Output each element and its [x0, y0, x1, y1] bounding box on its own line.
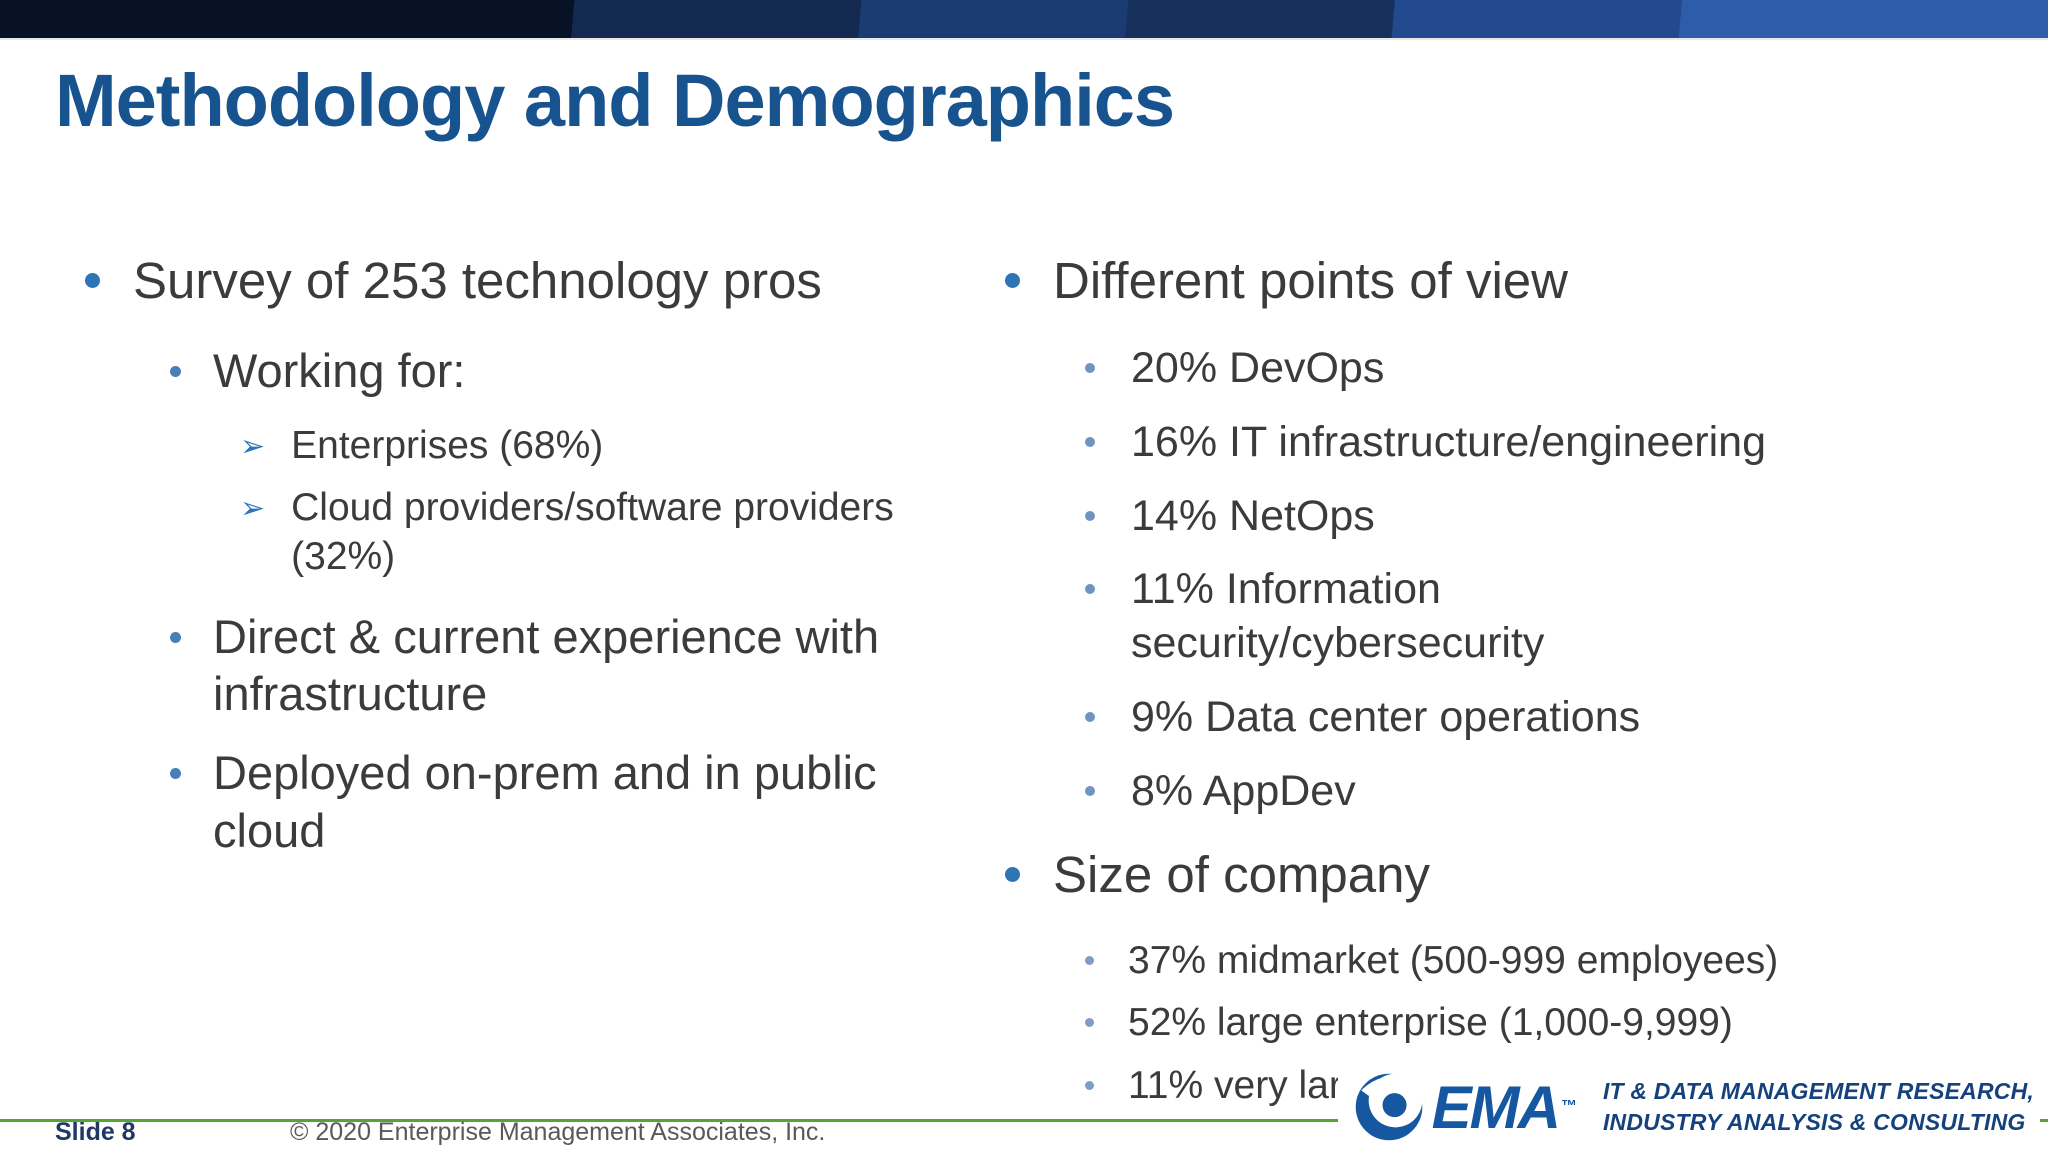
arrow-bullet-icon: ➢: [240, 492, 266, 526]
list-item: 16% IT infrastructure/engineering: [1085, 416, 2005, 470]
list-item-text: Enterprises (68%): [291, 423, 604, 467]
list-item-text: 37% midmarket (500-999 employees): [1128, 938, 1779, 982]
list-item-text: Direct & current experience with infrast…: [213, 609, 880, 721]
list-item-text: Deployed on-prem and in public cloud: [213, 746, 877, 857]
list-item-text: 20% DevOps: [1131, 344, 1385, 393]
slide-number: Slide 8: [55, 1118, 136, 1146]
list-item-text: Survey of 253 technology pros: [133, 252, 822, 309]
list-item: 9% Data center operations: [1085, 691, 2005, 745]
bullet-dot-icon: [1085, 1081, 1094, 1091]
ema-tagline-line1: IT & DATA MANAGEMENT RESEARCH,: [1602, 1077, 2034, 1104]
list-item-text: 52% large enterprise (1,000-9,999): [1128, 1001, 1733, 1045]
bullet-dot-icon: [1005, 273, 1020, 288]
list-item: 8% AppDev: [1085, 765, 2005, 819]
ema-swirl-icon: [1355, 1073, 1422, 1141]
list-item-text: 11% Information security/cybersecurity: [1131, 565, 1545, 668]
bullet-dot-icon: [1085, 785, 1095, 796]
list-item-text: Working for:: [213, 344, 466, 398]
footer-divider: [0, 1119, 2048, 1122]
right-column: Different points of view 20% DevOps 16% …: [1005, 250, 2005, 1125]
copyright-text: © 2020 Enterprise Management Associates,…: [290, 1118, 826, 1146]
list-item: ➢ Cloud providers/software providers (32…: [240, 484, 975, 582]
bullet-dot-icon: [1085, 711, 1095, 722]
list-item: Size of company: [1005, 844, 2005, 906]
arrow-bullet-icon: ➢: [240, 429, 266, 463]
list-item: Survey of 253 technology pros: [85, 250, 975, 312]
trademark-symbol: ™: [1560, 1098, 1577, 1115]
bullet-dot-icon: [170, 631, 181, 643]
list-item: 11% Information security/cybersecurity: [1085, 563, 2005, 671]
list-item: Working for:: [170, 342, 975, 399]
bullet-dot-icon: [1085, 955, 1094, 965]
ema-wordmark: EMA: [1431, 1073, 1561, 1141]
bullet-dot-icon: [85, 273, 100, 288]
ema-logo-block: EMA ™ IT & DATA MANAGEMENT RESEARCH, IND…: [1337, 1060, 2040, 1152]
bullet-dot-icon: [170, 366, 181, 378]
bullet-dot-icon: [1085, 436, 1095, 447]
ema-logo: EMA ™: [1352, 1070, 1577, 1144]
list-item-text: 16% IT infrastructure/engineering: [1131, 417, 1767, 466]
list-item: ➢ Enterprises (68%): [240, 422, 975, 471]
bullet-dot-icon: [170, 768, 181, 780]
bullet-dot-icon: [1005, 867, 1020, 883]
bullet-dot-icon: [1085, 363, 1095, 374]
list-item: 14% NetOps: [1085, 490, 2005, 544]
list-item-text: Cloud providers/software providers (32%): [291, 486, 894, 579]
list-item-text: 14% NetOps: [1131, 491, 1375, 540]
list-item: Deployed on-prem and in public cloud: [170, 744, 975, 859]
ema-tagline-line2: INDUSTRY ANALYSIS & CONSULTING: [1602, 1109, 2026, 1135]
list-item: Direct & current experience with infrast…: [170, 608, 975, 723]
list-item-text: Size of company: [1053, 846, 1431, 904]
bullet-dot-icon: [1085, 510, 1095, 521]
top-accent-bar: [0, 0, 2048, 40]
list-item: 52% large enterprise (1,000-9,999): [1085, 999, 2005, 1048]
list-item-text: Different points of view: [1053, 252, 1568, 309]
page-title: Methodology and Demographics: [55, 59, 1175, 142]
list-item: 20% DevOps: [1085, 342, 2005, 396]
list-item: Different points of view: [1005, 250, 2005, 312]
left-column: Survey of 253 technology pros Working fo…: [85, 250, 975, 881]
list-item-text: 8% AppDev: [1131, 766, 1356, 815]
ema-tagline: IT & DATA MANAGEMENT RESEARCH, INDUSTRY …: [1603, 1076, 2034, 1138]
bullet-dot-icon: [1085, 1018, 1094, 1028]
list-item: 37% midmarket (500-999 employees): [1085, 937, 2005, 986]
list-item-text: 9% Data center operations: [1131, 692, 1641, 741]
bullet-dot-icon: [1085, 584, 1095, 595]
